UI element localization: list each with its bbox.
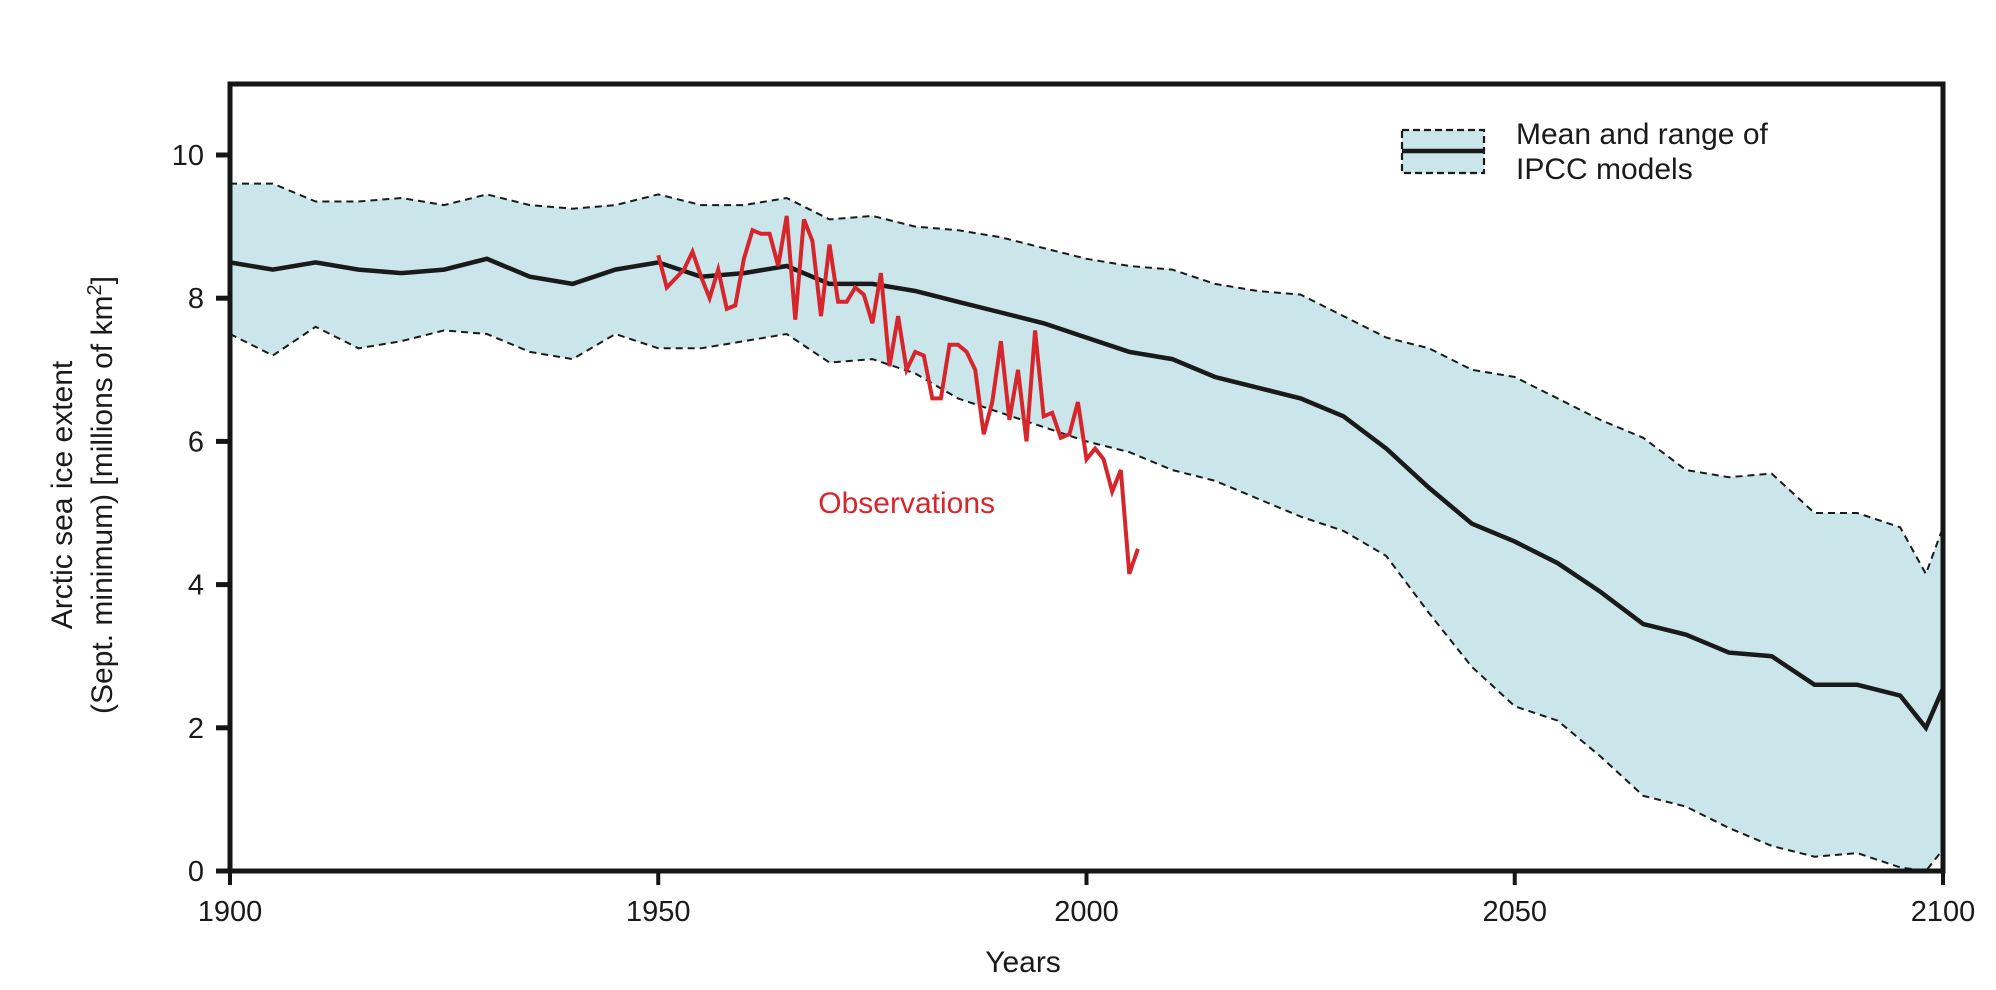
x-tick-label-1900: 1900 [198,896,263,928]
y-tick-label-2: 2 [188,713,204,745]
y-tick-label-0: 0 [188,856,204,888]
legend: Mean and range of IPCC models [1400,118,1769,186]
y-tick-label-8: 8 [188,283,204,315]
y-axis-title-superscript: 2 [84,284,106,295]
y-tick-label-4: 4 [188,570,204,602]
model-range-upper-line [230,182,1944,577]
y-axis-title-line1: Arctic sea ice extent [46,360,79,629]
y-tick-label-10: 10 [172,140,204,172]
x-tick-label-2100: 2100 [1911,896,1976,928]
x-axis-title: Years [985,946,1061,979]
observations-line [656,215,1140,575]
legend-label-line2: IPCC models [1516,153,1693,186]
model-mean-line [229,256,1946,733]
plot-area [229,182,1946,873]
model-range-lower-line [229,325,1944,873]
y-axis-title-main: (Sept. minimum) [millions of km [86,296,119,714]
x-tick-label-2000: 2000 [1054,896,1119,928]
x-tick-label-1950: 1950 [626,896,691,928]
y-axis-title-line2: (Sept. minimum) [millions of km2] [84,276,119,714]
observations-label: Observations [818,487,995,520]
x-tick-label-2050: 2050 [1482,896,1547,928]
y-axis-title-end: ] [86,276,119,284]
model-range-band [230,183,1943,872]
axes: 0 2 4 6 8 10 1900 1950 2000 2050 2100 [172,81,1976,928]
legend-label-line1: Mean and range of [1516,118,1769,151]
y-tick-label-6: 6 [188,426,204,458]
